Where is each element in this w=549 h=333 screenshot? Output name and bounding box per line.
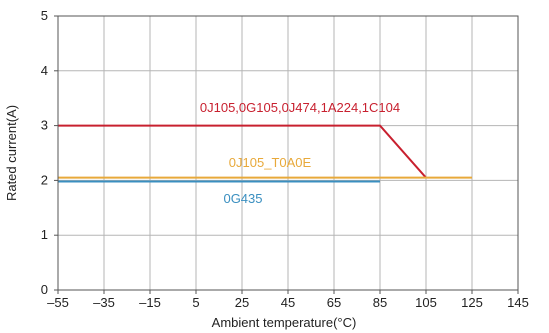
series-labels: 0J105,0G105,0J474,1A224,1C104 0J105_T0A0E… xyxy=(200,100,400,206)
grid-lines xyxy=(57,15,519,291)
x-tick-label: –15 xyxy=(139,295,161,310)
y-axis-title: Rated current(A) xyxy=(4,105,19,201)
x-tick-label: –35 xyxy=(93,295,115,310)
x-tick-label: 65 xyxy=(327,295,341,310)
x-tick-label: 85 xyxy=(373,295,387,310)
y-tick-label: 1 xyxy=(41,227,48,242)
x-tick-label: 45 xyxy=(281,295,295,310)
x-tick-label: –55 xyxy=(47,295,69,310)
series-lines xyxy=(58,124,472,183)
x-axis-title: Ambient temperature(°C) xyxy=(212,315,357,330)
y-tick-label: 5 xyxy=(41,8,48,23)
y-tick-label: 2 xyxy=(41,172,48,187)
y-tick-label: 0 xyxy=(41,282,48,297)
y-tick-label: 4 xyxy=(41,63,48,78)
x-tick-label: 5 xyxy=(192,295,199,310)
series-label: 0J105,0G105,0J474,1A224,1C104 xyxy=(200,100,400,115)
x-tick-label: 125 xyxy=(461,295,483,310)
x-tick-label: 145 xyxy=(507,295,529,310)
x-tick-label: 25 xyxy=(235,295,249,310)
y-tick-label: 3 xyxy=(41,118,48,133)
series-label: 0G435 xyxy=(223,191,262,206)
series-line xyxy=(58,124,427,179)
x-tick-label: 105 xyxy=(415,295,437,310)
series-label: 0J105_T0A0E xyxy=(229,155,312,170)
